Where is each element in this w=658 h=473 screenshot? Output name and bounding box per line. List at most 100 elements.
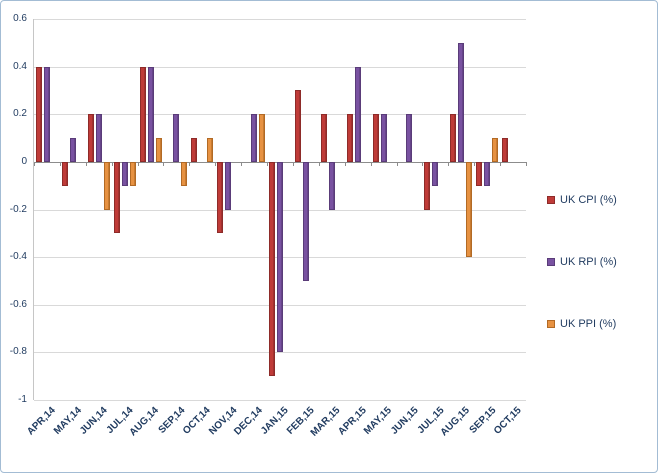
bar-group-jul-14 bbox=[112, 19, 138, 400]
bar-group-oct-14 bbox=[189, 19, 215, 400]
gridline bbox=[34, 66, 526, 68]
y-axis-tick-label: -0.2 bbox=[9, 203, 27, 215]
category-axis-tick bbox=[34, 161, 35, 166]
rpi-swatch-icon bbox=[547, 257, 555, 266]
bar-rpi-12[interactable] bbox=[328, 161, 335, 210]
bar-ppi-7[interactable] bbox=[207, 138, 214, 162]
category-axis-tick bbox=[241, 161, 243, 166]
bar-rpi-16[interactable] bbox=[432, 161, 439, 186]
bar-cpi-2[interactable] bbox=[61, 161, 68, 186]
bar-ppi-4[interactable] bbox=[129, 161, 136, 186]
bar-cpi-12[interactable] bbox=[320, 114, 327, 162]
bar-cpi-14[interactable] bbox=[372, 114, 379, 162]
bar-rpi-1[interactable] bbox=[43, 66, 50, 162]
bar-ppi-9[interactable] bbox=[259, 114, 266, 162]
bar-cpi-3[interactable] bbox=[87, 114, 94, 162]
legend: UK CPI (%) UK RPI (%) UK PPI (%) bbox=[547, 193, 651, 379]
category-axis-tick bbox=[422, 161, 424, 166]
bar-rpi-14[interactable] bbox=[380, 114, 387, 162]
bar-rpi-11[interactable] bbox=[302, 161, 309, 281]
bar-cpi-13[interactable] bbox=[346, 114, 353, 162]
bar-rpi-13[interactable] bbox=[354, 66, 361, 162]
category-axis-tick bbox=[137, 161, 139, 166]
bar-group-sep-14 bbox=[163, 19, 189, 400]
legend-label-ppi: UK PPI (%) bbox=[560, 317, 617, 330]
bar-cpi-8[interactable] bbox=[217, 161, 224, 234]
legend-label-cpi: UK CPI (%) bbox=[560, 193, 617, 206]
y-axis-tick-label: 0.4 bbox=[13, 60, 27, 72]
bar-group-jun-14 bbox=[86, 19, 112, 400]
bar-group-aug-15 bbox=[448, 19, 474, 400]
bar-group-mar-15 bbox=[319, 19, 345, 400]
y-axis-tick-label: -0.4 bbox=[9, 251, 27, 263]
bar-cpi-17[interactable] bbox=[450, 114, 457, 162]
category-axis-tick bbox=[396, 161, 398, 166]
bar-group-apr-15 bbox=[345, 19, 371, 400]
cpi-swatch-icon bbox=[547, 195, 555, 204]
bar-cpi-5[interactable] bbox=[139, 66, 146, 162]
bar-group-jul-15 bbox=[422, 19, 448, 400]
y-axis-tick-label: 0.2 bbox=[13, 108, 27, 120]
bar-cpi-19[interactable] bbox=[502, 138, 509, 162]
x-axis-category-label: MAY,14 bbox=[51, 405, 84, 437]
bar-cpi-11[interactable] bbox=[294, 90, 301, 162]
category-axis-tick bbox=[267, 161, 269, 166]
bar-group-aug-14 bbox=[138, 19, 164, 400]
bar-group-oct-15 bbox=[500, 19, 526, 400]
bar-rpi-3[interactable] bbox=[95, 114, 102, 162]
bar-rpi-18[interactable] bbox=[484, 161, 491, 186]
bar-rpi-17[interactable] bbox=[458, 42, 465, 162]
y-axis-tick-label: -0.6 bbox=[9, 298, 27, 310]
bar-group-sep-15 bbox=[474, 19, 500, 400]
category-axis-tick bbox=[448, 161, 450, 166]
category-axis-tick bbox=[344, 161, 346, 166]
bar-cpi-16[interactable] bbox=[424, 161, 431, 210]
x-axis-category-label: OCT,14 bbox=[181, 405, 214, 437]
x-axis-category-label: APR,14 bbox=[25, 405, 58, 438]
y-axis-tick-label: -1 bbox=[18, 394, 27, 405]
bar-rpi-5[interactable] bbox=[147, 66, 154, 162]
y-axis-tick-label: 0.6 bbox=[13, 13, 27, 24]
bar-rpi-15[interactable] bbox=[406, 114, 413, 162]
bar-cpi-7[interactable] bbox=[191, 138, 198, 162]
category-axis-tick bbox=[163, 161, 165, 166]
x-axis-category-label: JAN,15 bbox=[259, 405, 291, 437]
bar-rpi-9[interactable] bbox=[251, 114, 258, 162]
bar-cpi-1[interactable] bbox=[35, 66, 42, 162]
ppi-swatch-icon bbox=[547, 319, 555, 328]
bar-rpi-2[interactable] bbox=[69, 138, 76, 162]
bar-ppi-5[interactable] bbox=[155, 138, 162, 162]
x-axis-category-label: MAY,15 bbox=[362, 405, 395, 437]
bar-group-apr-14 bbox=[34, 19, 60, 400]
bar-rpi-10[interactable] bbox=[276, 161, 283, 353]
bar-ppi-6[interactable] bbox=[181, 161, 188, 186]
gridline bbox=[34, 352, 526, 354]
category-axis-tick bbox=[526, 161, 527, 166]
bar-ppi-18[interactable] bbox=[492, 138, 499, 162]
bar-ppi-17[interactable] bbox=[466, 161, 473, 258]
bar-rpi-8[interactable] bbox=[225, 161, 232, 210]
category-axis-tick bbox=[500, 161, 502, 166]
category-axis-tick bbox=[292, 161, 294, 166]
bar-group-may-14 bbox=[60, 19, 86, 400]
bar-group-may-15 bbox=[371, 19, 397, 400]
category-axis-tick bbox=[318, 161, 320, 166]
legend-item-uk-ppi[interactable]: UK PPI (%) bbox=[547, 317, 651, 330]
bar-cpi-18[interactable] bbox=[476, 161, 483, 186]
gridline bbox=[34, 19, 526, 20]
plot-area: APR,14 MAY,14 JUN,14 JUL,14 AUG,14 SEP,14 OCT,… bbox=[25, 19, 527, 439]
legend-item-uk-rpi[interactable]: UK RPI (%) bbox=[547, 255, 651, 268]
bar-group-jun-15 bbox=[397, 19, 423, 400]
bar-group-feb-15 bbox=[293, 19, 319, 400]
legend-item-uk-cpi[interactable]: UK CPI (%) bbox=[547, 193, 651, 206]
bar-cpi-4[interactable] bbox=[113, 161, 120, 234]
y-axis-tick-label: -0.8 bbox=[9, 346, 27, 358]
bar-cpi-10[interactable] bbox=[268, 161, 275, 377]
y-axis-tick-label: 0 bbox=[21, 155, 27, 167]
bar-ppi-3[interactable] bbox=[103, 161, 110, 210]
x-axis-category-label: JUN,15 bbox=[388, 405, 421, 437]
legend-label-rpi: UK RPI (%) bbox=[560, 255, 617, 268]
bar-rpi-4[interactable] bbox=[121, 161, 128, 186]
bar-rpi-6[interactable] bbox=[173, 114, 180, 162]
